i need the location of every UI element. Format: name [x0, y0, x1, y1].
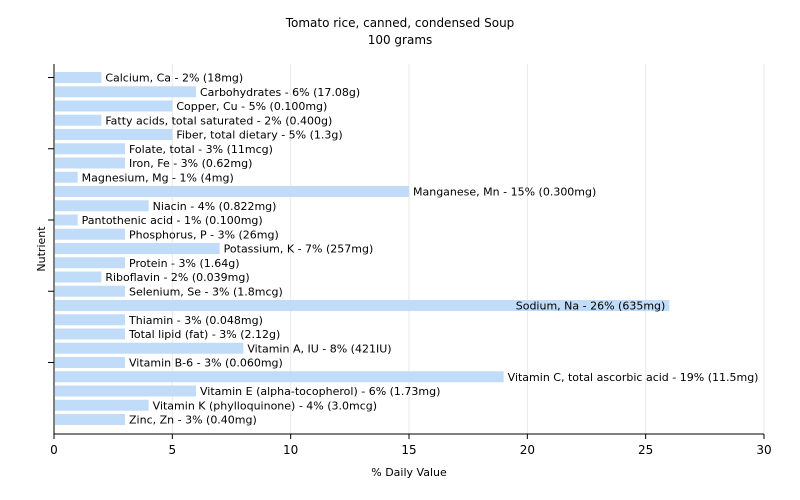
- bar-label: Iron, Fe - 3% (0.62mg): [129, 157, 252, 170]
- bar-label: Fiber, total dietary - 5% (1.3g): [176, 129, 342, 142]
- bar: [55, 385, 196, 397]
- chart-subtitle: 100 grams: [368, 33, 433, 47]
- y-ticks: [48, 77, 54, 363]
- bar-label: Calcium, Ca - 2% (18mg): [105, 72, 243, 85]
- bar: [55, 357, 125, 368]
- x-tick-label: 10: [283, 443, 298, 457]
- bar-label: Magnesium, Mg - 1% (4mg): [82, 171, 234, 184]
- x-tick-label: 15: [401, 443, 416, 457]
- bar: [55, 371, 504, 383]
- bar-label: Sodium, Na - 26% (635mg): [516, 300, 666, 313]
- x-tick-label: 25: [638, 443, 653, 457]
- bar-label: Thiamin - 3% (0.048mg): [128, 314, 263, 327]
- bar: [55, 214, 78, 226]
- bar-label: Phosphorus, P - 3% (26mg): [129, 228, 279, 241]
- x-ticks: 0 5 10 15 20 25 30: [50, 434, 772, 457]
- x-axis-label: % Daily Value: [371, 466, 447, 479]
- bar: [55, 314, 125, 326]
- bar: [55, 143, 125, 155]
- bar: [55, 72, 102, 83]
- bar-label: Copper, Cu - 5% (0.100mg): [176, 100, 327, 113]
- bar-label: Carbohydrates - 6% (17.08g): [200, 86, 360, 99]
- bar-label: Protein - 3% (1.64g): [129, 257, 240, 270]
- bar-label: Selenium, Se - 3% (1.8mcg): [129, 285, 283, 298]
- bar-label: Riboflavin - 2% (0.039mg): [105, 271, 249, 284]
- bar-label: Vitamin B-6 - 3% (0.060mg): [129, 357, 283, 370]
- bar: [55, 100, 173, 112]
- bars: Calcium, Ca - 2% (18mg)Carbohydrates - 6…: [55, 72, 758, 427]
- bar: [55, 414, 125, 425]
- bar: [55, 300, 670, 311]
- bar-label: Vitamin A, IU - 8% (421IU): [247, 342, 391, 355]
- bar: [55, 86, 196, 98]
- bar: [55, 186, 409, 197]
- bar: [55, 114, 102, 126]
- bar: [55, 157, 125, 169]
- bar: [55, 228, 125, 240]
- bar: [55, 399, 149, 411]
- y-axis-label: Nutrient: [35, 226, 48, 272]
- bar-label: Total lipid (fat) - 3% (2.12g): [128, 328, 280, 341]
- bar-label: Pantothenic acid - 1% (0.100mg): [82, 214, 263, 227]
- bar: [55, 171, 78, 183]
- bar: [55, 257, 125, 269]
- bar-label: Zinc, Zn - 3% (0.40mg): [129, 414, 257, 427]
- chart-title: Tomato rice, canned, condensed Soup: [285, 16, 515, 30]
- bar-label: Potassium, K - 7% (257mg): [224, 243, 374, 256]
- x-tick-label: 0: [50, 443, 58, 457]
- bar-label: Vitamin C, total ascorbic acid - 19% (11…: [508, 371, 759, 384]
- bar: [55, 243, 220, 254]
- bar-label: Vitamin E (alpha-tocopherol) - 6% (1.73m…: [200, 385, 440, 398]
- bar: [55, 200, 149, 212]
- bar-label: Fatty acids, total saturated - 2% (0.400…: [105, 114, 332, 127]
- bar: [55, 285, 125, 297]
- bar: [55, 328, 125, 340]
- x-tick-label: 5: [169, 443, 177, 457]
- bar-label: Folate, total - 3% (11mcg): [129, 143, 273, 156]
- bar: [55, 129, 173, 140]
- x-tick-label: 20: [520, 443, 535, 457]
- bar-label: Niacin - 4% (0.822mg): [153, 200, 277, 213]
- bar: [55, 271, 102, 283]
- x-tick-label: 30: [756, 443, 771, 457]
- bar: [55, 342, 244, 354]
- bar-label: Manganese, Mn - 15% (0.300mg): [413, 186, 596, 199]
- bar-label: Vitamin K (phylloquinone) - 4% (3.0mcg): [153, 399, 377, 412]
